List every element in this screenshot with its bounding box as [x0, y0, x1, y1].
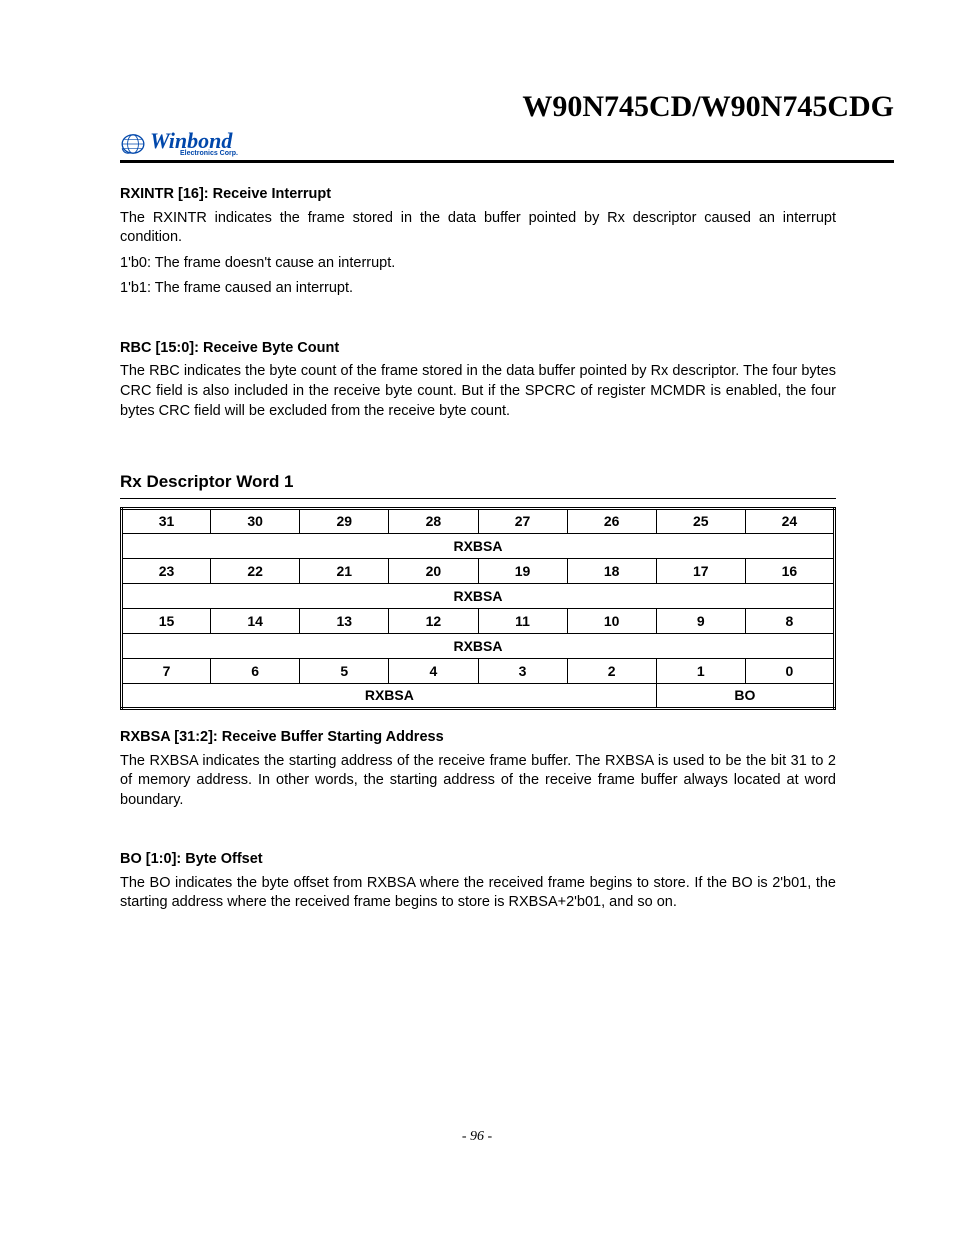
page-content: RXINTR [16]: Receive Interrupt The RXINT… — [120, 185, 836, 919]
bit-cell: 31 — [122, 509, 211, 534]
field-cell: RXBSA — [122, 534, 835, 559]
field-cell: BO — [656, 684, 834, 709]
rxintr-v1: 1'b1: The frame caused an interrupt. — [120, 279, 836, 299]
table-row: RXBSA BO — [122, 684, 835, 709]
header-rule — [120, 160, 894, 163]
bit-cell: 10 — [567, 609, 656, 634]
table-row: 23 22 21 20 19 18 17 16 — [122, 559, 835, 584]
bit-cell: 25 — [656, 509, 745, 534]
rxbsa-desc: The RXBSA indicates the starting address… — [120, 752, 836, 811]
field-cell: RXBSA — [122, 584, 835, 609]
bit-cell: 8 — [745, 609, 834, 634]
bit-cell: 9 — [656, 609, 745, 634]
bit-cell: 17 — [656, 559, 745, 584]
rxintr-v0: 1'b0: The frame doesn't cause an interru… — [120, 254, 836, 274]
logo-subtext: Electronics Corp. — [180, 150, 238, 157]
bo-title: BO [1:0]: Byte Offset — [120, 850, 836, 870]
bit-cell: 21 — [300, 559, 389, 584]
register-table: 31 30 29 28 27 26 25 24 RXBSA 23 22 21 2… — [120, 507, 836, 710]
bit-cell: 15 — [122, 609, 211, 634]
word1-title: Rx Descriptor Word 1 — [120, 471, 836, 494]
logo: Winbond Electronics Corp. — [120, 130, 238, 157]
bit-cell: 6 — [211, 659, 300, 684]
bit-cell: 4 — [389, 659, 478, 684]
bit-cell: 30 — [211, 509, 300, 534]
rbc-desc: The RBC indicates the byte count of the … — [120, 362, 836, 421]
section-rule — [120, 498, 836, 499]
bit-cell: 23 — [122, 559, 211, 584]
bit-cell: 28 — [389, 509, 478, 534]
field-cell: RXBSA — [122, 684, 657, 709]
rxintr-desc: The RXINTR indicates the frame stored in… — [120, 209, 836, 248]
bit-cell: 26 — [567, 509, 656, 534]
page-number: - 96 - — [0, 1129, 954, 1145]
table-row: RXBSA — [122, 534, 835, 559]
rxintr-title: RXINTR [16]: Receive Interrupt — [120, 185, 836, 205]
bo-desc: The BO indicates the byte offset from RX… — [120, 874, 836, 913]
field-cell: RXBSA — [122, 634, 835, 659]
logo-text: Winbond — [150, 130, 238, 152]
bit-cell: 19 — [478, 559, 567, 584]
bit-cell: 16 — [745, 559, 834, 584]
table-row: 31 30 29 28 27 26 25 24 — [122, 509, 835, 534]
bit-cell: 20 — [389, 559, 478, 584]
table-row: RXBSA — [122, 634, 835, 659]
table-row: RXBSA — [122, 584, 835, 609]
bit-cell: 18 — [567, 559, 656, 584]
table-row: 15 14 13 12 11 10 9 8 — [122, 609, 835, 634]
doc-title: W90N745CD/W90N745CDG — [522, 90, 894, 124]
bit-cell: 22 — [211, 559, 300, 584]
rxbsa-title: RXBSA [31:2]: Receive Buffer Starting Ad… — [120, 728, 836, 748]
bit-cell: 14 — [211, 609, 300, 634]
bit-cell: 5 — [300, 659, 389, 684]
bit-cell: 29 — [300, 509, 389, 534]
globe-icon — [120, 133, 146, 155]
table-row: 7 6 5 4 3 2 1 0 — [122, 659, 835, 684]
bit-cell: 13 — [300, 609, 389, 634]
bit-cell: 11 — [478, 609, 567, 634]
bit-cell: 27 — [478, 509, 567, 534]
bit-cell: 2 — [567, 659, 656, 684]
bit-cell: 3 — [478, 659, 567, 684]
bit-cell: 12 — [389, 609, 478, 634]
rbc-title: RBC [15:0]: Receive Byte Count — [120, 339, 836, 359]
bit-cell: 1 — [656, 659, 745, 684]
bit-cell: 24 — [745, 509, 834, 534]
bit-cell: 7 — [122, 659, 211, 684]
bit-cell: 0 — [745, 659, 834, 684]
